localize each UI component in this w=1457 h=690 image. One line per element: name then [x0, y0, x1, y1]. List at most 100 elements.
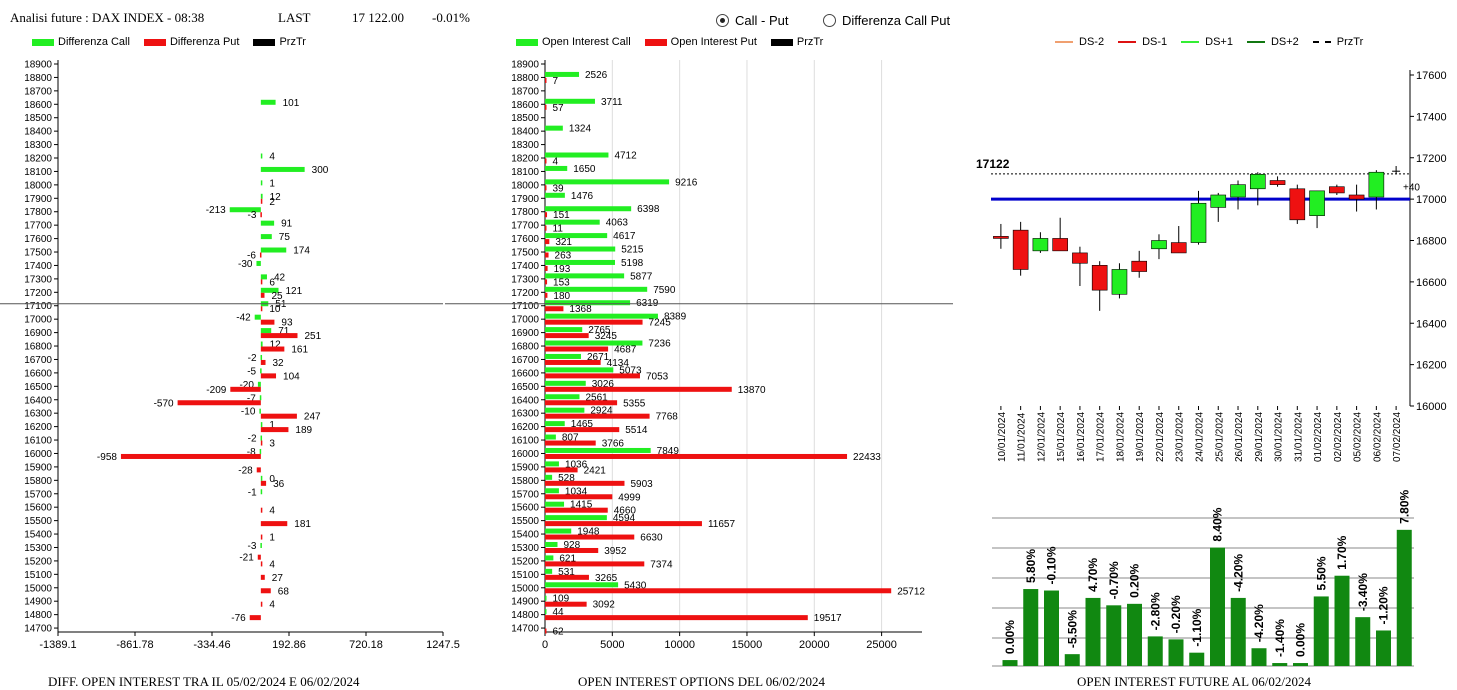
data-label: 3952: [604, 546, 627, 557]
bar: [260, 480, 267, 486]
data-label: -5: [247, 366, 256, 377]
bar: [545, 313, 658, 319]
data-label: -0.10%: [1045, 546, 1059, 584]
candle-body: [1091, 265, 1108, 291]
bar: [545, 333, 589, 339]
data-label: 528: [558, 473, 575, 484]
data-label: -21: [239, 553, 254, 564]
oi-caption: OPEN INTEREST OPTIONS DEL 06/02/2024: [578, 674, 825, 689]
bar: [545, 206, 632, 212]
legend-label: DS-2: [1079, 36, 1105, 48]
y-tick-label: 18800: [24, 73, 52, 84]
bar: [260, 346, 285, 352]
bar: [545, 407, 585, 413]
bar: [545, 125, 563, 131]
y-tick-label: 17600: [24, 234, 52, 245]
candle-body: [1230, 184, 1246, 198]
data-label: 2: [269, 197, 275, 208]
y-tick-label: 17800: [24, 207, 52, 218]
data-label: 4: [269, 600, 275, 611]
data-label: 42: [274, 272, 286, 283]
bar: [1376, 630, 1391, 666]
bar: [545, 494, 613, 500]
data-label: 11657: [708, 519, 736, 530]
bar: [545, 461, 559, 467]
future-open-interest-chart: 0.00% 5.80% -0.10% -5.50% 4.70% -0.70% 0.20% -2…: [992, 489, 1414, 667]
bar: [545, 265, 548, 271]
y-tick-label: 17300: [511, 274, 539, 285]
y-tick-label: 15000: [24, 583, 52, 594]
call-put-radio[interactable]: Call - Put: [716, 13, 788, 28]
x-tick-label: 02/02/2024: [1333, 412, 1344, 462]
data-label: 2421: [584, 465, 607, 476]
data-label: 4660: [614, 506, 637, 517]
y-tick-label: 17200: [24, 288, 52, 299]
y-tick-label: 16400: [24, 395, 52, 406]
data-label: 10: [269, 304, 281, 315]
data-label: 1: [269, 533, 275, 544]
bar: [260, 333, 298, 339]
legend-line-ds-1: [1118, 41, 1137, 43]
data-label: 12: [270, 340, 282, 351]
bar: [260, 247, 287, 253]
data-label: -5.50%: [1065, 610, 1079, 648]
bar: [230, 386, 261, 392]
legend-label: Differenza Call: [58, 36, 130, 48]
future-caption: OPEN INTEREST FUTURE AL 06/02/2024: [1077, 674, 1312, 689]
bar: [545, 165, 568, 171]
bar: [256, 260, 261, 266]
bar: [249, 615, 261, 621]
y-tick-label: 17400: [1416, 111, 1447, 123]
data-label: 3026: [592, 379, 615, 390]
y-tick-label: 16800: [511, 342, 539, 353]
data-label: 4: [269, 506, 275, 517]
data-label: 4712: [614, 151, 637, 162]
x-tick-label: 19/01/2024: [1135, 412, 1146, 462]
bar: [256, 467, 261, 473]
bar: [545, 259, 615, 265]
data-label: 531: [558, 567, 575, 578]
data-label: 928: [563, 540, 580, 551]
bar: [545, 386, 732, 392]
y-tick-label: 16500: [24, 382, 52, 393]
data-label: -2: [248, 353, 257, 364]
data-label: -28: [238, 465, 253, 476]
x-tick-label: 15000: [732, 639, 763, 651]
data-label: 3092: [593, 600, 616, 611]
y-tick-label: 16200: [24, 422, 52, 433]
data-label: 1650: [573, 164, 596, 175]
y-tick-label: 18900: [511, 60, 539, 71]
bar: [545, 453, 848, 459]
bar: [260, 368, 262, 374]
data-label: 0: [269, 474, 275, 485]
bar: [260, 359, 266, 365]
data-label: 4: [269, 559, 275, 570]
bar: [545, 225, 547, 231]
data-label: 44: [553, 607, 565, 618]
bar: [545, 192, 565, 198]
data-label: 1415: [570, 500, 593, 511]
diff-call-put-radio[interactable]: Differenza Call Put: [823, 13, 950, 28]
bar: [260, 601, 263, 607]
bar: [545, 615, 808, 621]
y-tick-label: 16100: [511, 436, 539, 447]
bar: [260, 220, 275, 226]
radio-selected-icon: [716, 14, 729, 27]
y-tick-label: 14900: [24, 597, 52, 608]
legend-swatch-price: [770, 38, 793, 46]
y-tick-label: 17000: [511, 315, 539, 326]
bar: [545, 394, 580, 400]
bar: [259, 395, 262, 401]
y-tick-label: 15900: [24, 462, 52, 473]
last-price-label: 17122: [976, 157, 1010, 171]
y-tick-label: 15700: [24, 489, 52, 500]
bar: [1168, 639, 1184, 666]
y-tick-label: 16600: [24, 368, 52, 379]
bar: [260, 588, 271, 594]
data-label: 300: [312, 165, 329, 176]
x-tick-label: 30/01/2024: [1274, 412, 1285, 462]
data-label: 1.70%: [1335, 535, 1349, 569]
header-title: Analisi future : DAX INDEX - 08:38: [10, 10, 205, 25]
y-tick-label: 18700: [24, 86, 52, 97]
